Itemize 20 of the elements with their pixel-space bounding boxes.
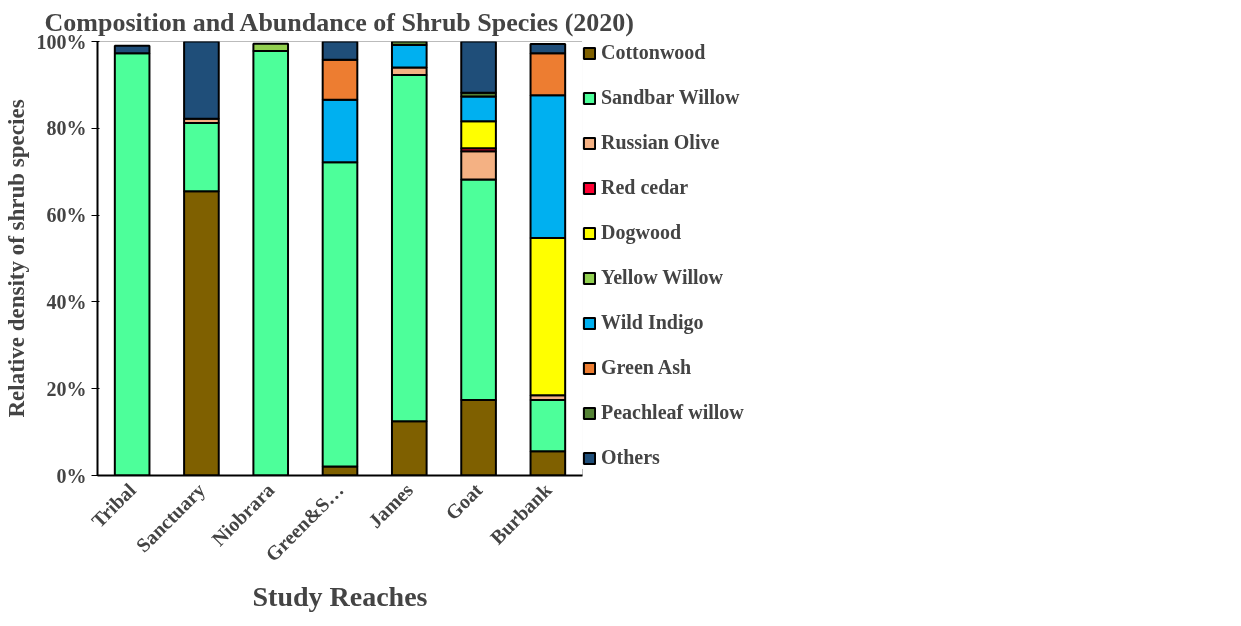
legend-label: Russian Olive [601, 131, 720, 154]
x-tick-label: Goat [440, 478, 487, 525]
legend-label: Others [601, 446, 660, 469]
y-tick-label: 60% [46, 204, 87, 227]
y-axis-title: Relative density of shrub species [3, 99, 29, 418]
y-tick-label: 0% [56, 464, 87, 487]
legend-label: Sandbar Willow [601, 86, 740, 109]
legend-label: Green Ash [601, 356, 692, 379]
bar [183, 41, 220, 120]
legend-label: Yellow Willow [601, 266, 724, 289]
bar [460, 41, 497, 94]
y-tick-label: 80% [46, 117, 87, 140]
y-tick-label: 40% [46, 290, 87, 313]
legend-label: Cottonwood [601, 41, 706, 64]
x-axis-title: Study Reaches [252, 581, 428, 613]
legend-label: Peachleaf willow [601, 401, 744, 424]
legend-label: Wild Indigo [601, 311, 704, 334]
y-tick-label: 20% [46, 377, 87, 400]
legend-label: Dogwood [601, 221, 682, 244]
legend-label: Red cedar [601, 176, 689, 199]
